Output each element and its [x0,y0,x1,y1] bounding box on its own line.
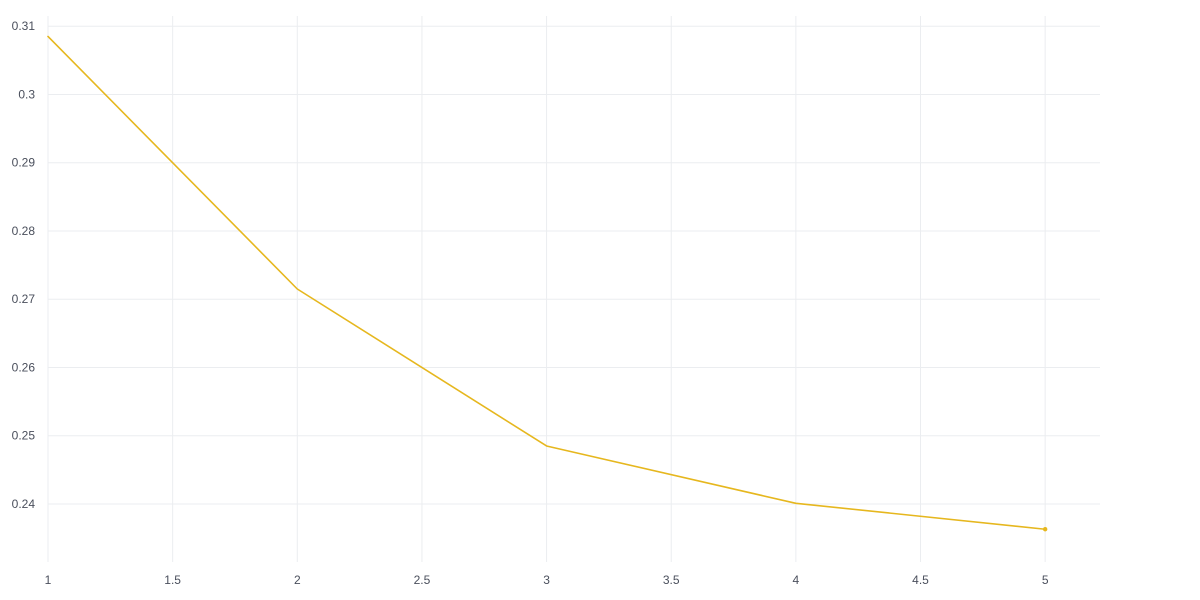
grid [47,16,1100,562]
x-tick-label: 4 [793,573,800,587]
y-tick-label: 0.24 [12,497,36,511]
x-tick-label: 2 [294,573,301,587]
series-end-point [1042,527,1048,532]
x-tick-label: 1.5 [164,573,181,587]
y-tick-label: 0.3 [18,87,35,101]
y-tick-label: 0.31 [12,19,36,33]
x-tick-label: 1 [45,573,52,587]
x-tick-label: 3 [543,573,550,587]
x-tick-label: 4.5 [912,573,929,587]
y-tick-label: 0.26 [12,360,36,374]
y-tick-label: 0.27 [12,292,36,306]
y-tick-label: 0.29 [12,156,36,170]
y-tick-label: 0.25 [12,429,36,443]
series-layer [47,35,1048,532]
series-line [47,35,1046,531]
x-tick-label: 3.5 [663,573,680,587]
tick-labels: 1 1.5 2 2.5 3 3.5 4 4.5 5 0.24 0.25 0.26 0.27 0.28 0.2… [12,19,1049,587]
y-tick-label: 0.28 [12,224,36,238]
x-tick-label: 2.5 [414,573,431,587]
x-tick-label: 5 [1042,573,1049,587]
